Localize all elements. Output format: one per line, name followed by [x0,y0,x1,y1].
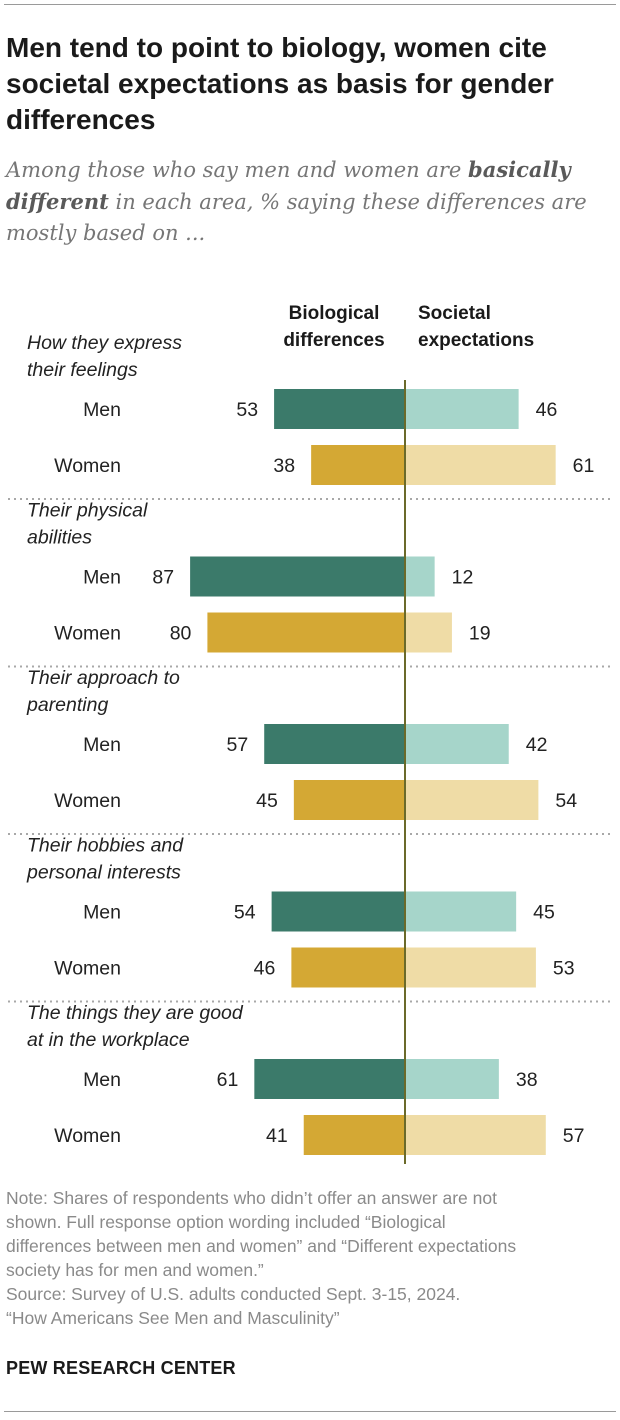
value-label-men-societal-4: 45 [533,902,555,924]
row-label-men-5: Men [83,1069,121,1091]
bar-men-biological-4 [271,891,405,932]
bar-women-societal-5 [405,1115,546,1155]
value-label-men-biological-4: 54 [234,902,256,924]
bar-women-biological-2 [207,612,405,653]
chart-note: Note: Shares of respondents who didn’t o… [6,1186,616,1330]
row-label-women-1: Women [54,455,121,477]
bottom-rule [4,1411,616,1412]
chart-subtitle: Among those who say men and women are ba… [6,154,606,249]
header-biological-line-2: differences [283,330,384,351]
value-label-men-societal-1: 46 [536,399,558,421]
value-label-men-societal-2: 12 [452,567,474,589]
row-label-women-5: Women [54,1125,121,1147]
value-label-women-biological-4: 46 [254,958,276,980]
note-line-4: society has for men and women.” [6,1260,264,1280]
header-biological-line-1: Biological [289,303,380,324]
value-label-men-biological-1: 53 [236,399,258,421]
note-line-3: differences between men and women” and “… [6,1236,517,1256]
bar-men-societal-5 [405,1059,499,1099]
bar-women-biological-3 [293,780,405,820]
value-label-women-societal-3: 54 [555,790,577,812]
bar-women-biological-4 [291,947,405,988]
row-label-women-2: Women [54,623,121,645]
bar-men-societal-1 [405,389,519,429]
subtitle-emphasis: basically different [6,157,571,214]
group-label-4-line-1: Their hobbies and [27,835,184,857]
bar-women-biological-5 [303,1115,405,1155]
subtitle-text-end: in each area, % saying these differences… [6,190,587,245]
value-label-women-societal-2: 19 [469,623,491,645]
source-line: Source: Survey of U.S. adults conducted … [6,1284,461,1304]
value-label-women-biological-5: 41 [266,1125,288,1147]
value-label-women-societal-4: 53 [553,958,575,980]
note-line-1: Note: Shares of respondents who didn’t o… [6,1188,497,1208]
bar-men-biological-2 [190,556,405,597]
row-label-men-2: Men [83,567,121,589]
header-societal-line-2: expectations [418,330,534,351]
group-label-2-line-1: Their physical [27,500,148,522]
value-label-women-societal-5: 57 [563,1125,585,1147]
group-label-3-line-2: parenting [26,694,108,716]
value-label-women-biological-1: 38 [273,455,295,477]
row-label-women-4: Women [54,958,121,980]
bar-men-biological-5 [254,1059,405,1099]
row-label-women-3: Women [54,790,121,812]
group-label-4-line-2: personal interests [26,862,181,884]
value-label-men-societal-5: 38 [516,1069,538,1091]
value-label-men-societal-3: 42 [526,734,548,756]
report-title: “How Americans See Men and Masculinity” [6,1308,340,1328]
bar-women-societal-4 [405,947,536,988]
group-label-2-line-2: abilities [27,527,92,549]
brand-logo-text: PEW RESEARCH CENTER [6,1358,236,1378]
value-label-men-biological-5: 61 [217,1069,239,1091]
chart-title: Men tend to point to biology, women cite… [6,32,554,135]
bar-men-societal-2 [405,556,435,597]
row-label-men-4: Men [83,902,121,924]
bar-women-societal-2 [405,612,452,653]
group-label-5-line-2: at in the workplace [27,1029,190,1051]
group-label-5-line-1: The things they are good [27,1002,244,1024]
group-label-1-line-1: How they express [27,332,182,354]
value-label-women-biological-2: 80 [170,623,192,645]
top-rule [4,4,616,5]
bar-men-biological-3 [264,724,405,764]
value-label-men-biological-2: 87 [152,567,174,589]
header-societal-line-1: Societal [418,303,491,324]
group-label-1-line-2: their feelings [27,359,138,381]
bar-women-biological-1 [311,445,405,485]
bar-men-biological-1 [274,389,405,429]
bar-men-societal-3 [405,724,509,764]
group-label-3-line-1: Their approach to [27,667,180,689]
row-label-men-3: Men [83,734,121,756]
value-label-men-biological-3: 57 [227,734,249,756]
row-label-men-1: Men [83,399,121,421]
value-label-women-biological-3: 45 [256,790,278,812]
subtitle-text-start: Among those who say men and women are [6,158,469,182]
bar-women-societal-1 [405,445,556,485]
note-line-2: shown. Full response option wording incl… [6,1212,446,1232]
bar-women-societal-3 [405,780,539,820]
diverging-bar-chart: Biological differences Societal expectation… [8,303,612,1164]
bar-men-societal-4 [405,891,517,932]
value-label-women-societal-1: 61 [573,455,595,477]
